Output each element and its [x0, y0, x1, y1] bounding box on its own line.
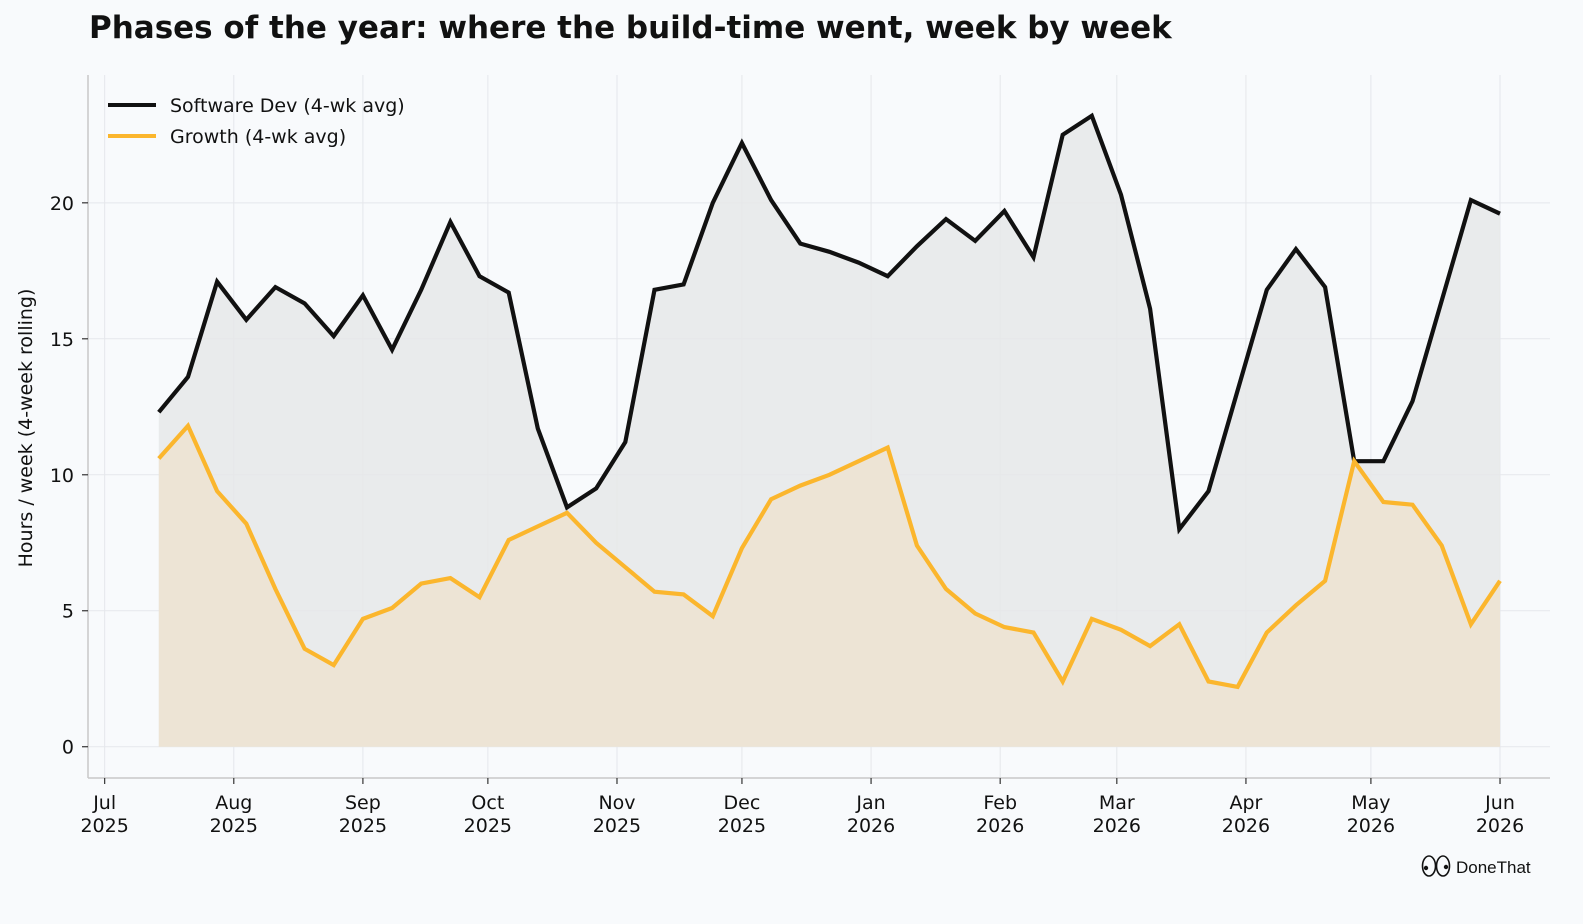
y-tick-label: 5	[62, 601, 74, 623]
x-tick-label: Sep 2025	[339, 792, 387, 837]
eyes-logo-icon	[1421, 855, 1451, 877]
series-line-software-dev	[157, 112, 1501, 535]
chart-title: Phases of the year: where the build-time…	[89, 10, 1172, 46]
y-tick-label: 20	[50, 193, 74, 215]
x-tick-label: Jul 2025	[80, 792, 128, 837]
y-tick-label: 0	[62, 737, 74, 759]
x-tick-label: Oct 2025	[464, 792, 512, 837]
brand-name: DoneThat	[1456, 858, 1531, 877]
x-tick-label: May 2026	[1347, 792, 1395, 837]
y-tick-label: 10	[50, 465, 74, 487]
x-tick-label: Apr 2026	[1222, 792, 1270, 837]
area-fills	[158, 115, 1501, 747]
area-fill-growth	[158, 425, 1501, 747]
x-tick-label: Dec 2025	[718, 792, 766, 837]
axes: 0 5 10 15 20 Jul 2025 Aug 2025 Sep 2025 Oct 2025 Nov 2…	[50, 75, 1550, 837]
x-tick-label: Nov 2025	[593, 792, 641, 837]
y-axis-label: Hours / week (4-week rolling)	[15, 289, 37, 568]
x-tick-label: Jan 2026	[847, 792, 895, 837]
x-tick-label: Aug 2025	[210, 792, 258, 837]
x-tick-label: Feb 2026	[976, 792, 1024, 837]
y-tick-label: 15	[50, 329, 74, 351]
brand-logo: DoneThat	[1420, 853, 1531, 883]
x-tick-label: Jun 2026	[1476, 792, 1524, 837]
x-tick-label: Mar 2026	[1093, 792, 1141, 837]
legend: Software Dev (4-wk avg) Growth (4-wk avg…	[108, 95, 405, 148]
legend-label-growth: Growth (4-wk avg)	[170, 126, 346, 148]
legend-label-software-dev: Software Dev (4-wk avg)	[170, 95, 405, 117]
series-lines	[157, 112, 1502, 690]
series-line-growth	[157, 421, 1502, 690]
